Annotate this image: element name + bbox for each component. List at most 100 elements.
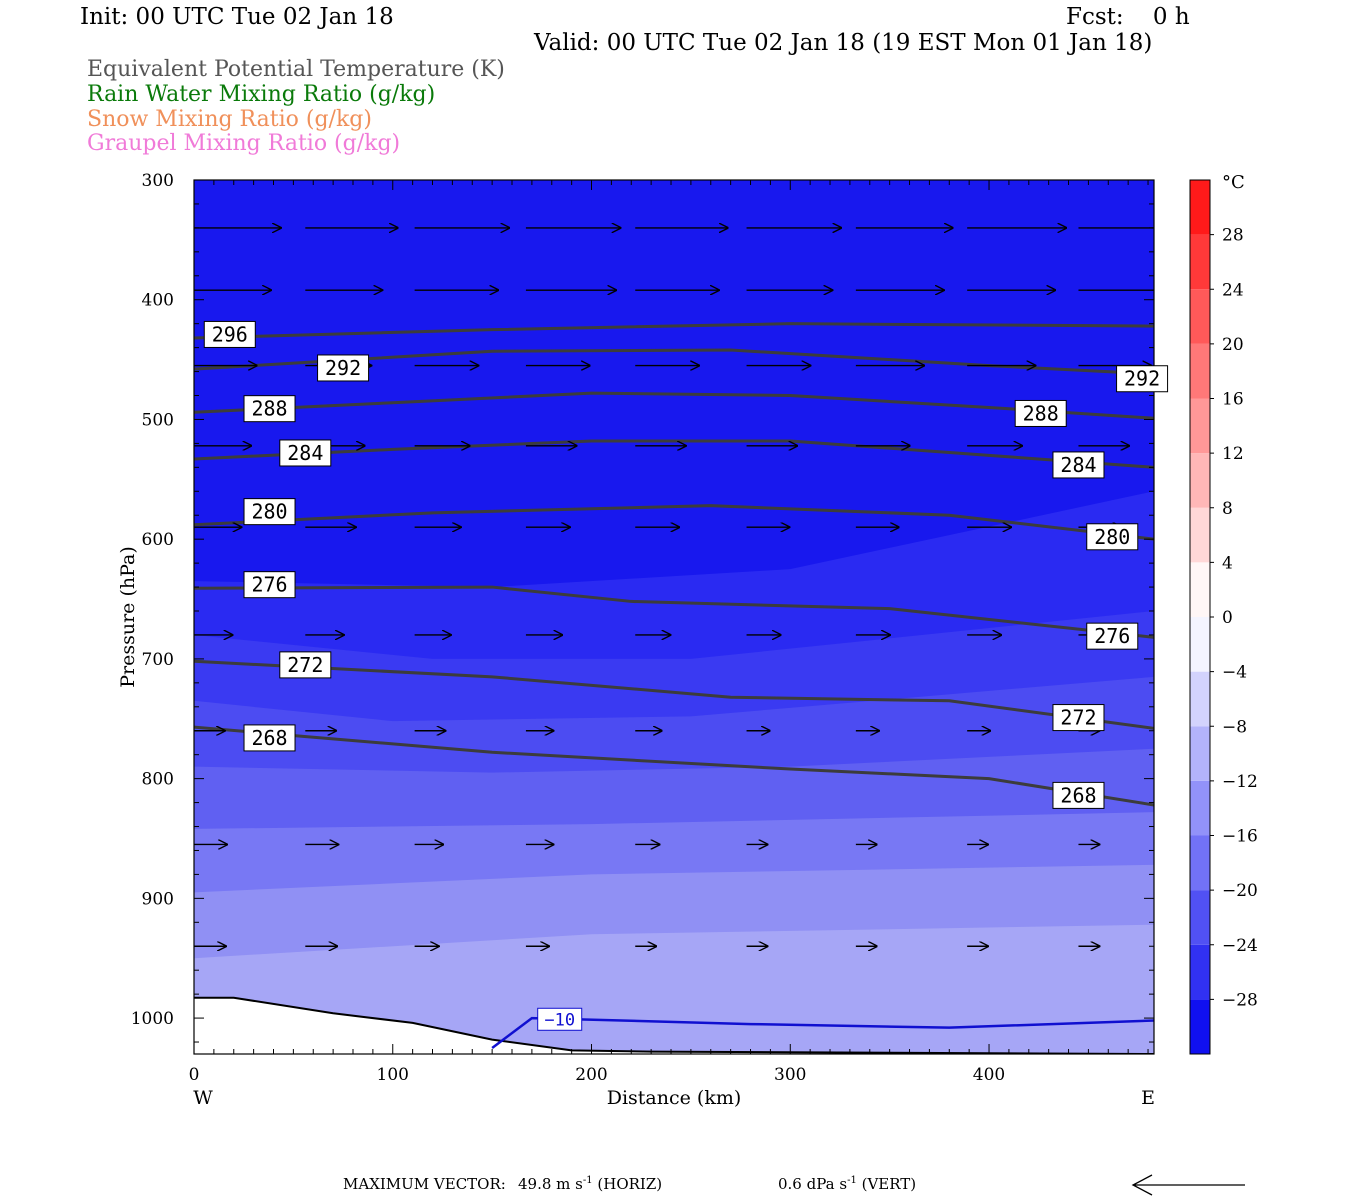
colorbar-segment bbox=[1190, 453, 1210, 508]
colorbar-tick-label: 28 bbox=[1222, 226, 1244, 246]
theta-e-label-268: 268 bbox=[1060, 783, 1096, 807]
colorbar-tick-label: −28 bbox=[1222, 990, 1258, 1010]
field-legend-snow: Snow Mixing Ratio (g/kg) bbox=[87, 107, 372, 132]
y-tick-label: 700 bbox=[142, 650, 174, 670]
theta-e-label-272-box bbox=[1052, 704, 1105, 732]
colorbar-segment bbox=[1190, 617, 1210, 672]
x-tick-label: 300 bbox=[774, 1065, 806, 1085]
y-tick-label: 1000 bbox=[131, 1009, 174, 1029]
theta-e-label-272: 272 bbox=[287, 653, 323, 677]
colorbar: 28 24 20 16 12 8 4 0 −4 −8 −12 −16 −20 −24 −28 bbox=[1189, 179, 1258, 1055]
colorbar-segment bbox=[1190, 507, 1210, 563]
colorbar-segment bbox=[1190, 835, 1210, 891]
theta-e-label-288: 288 bbox=[1023, 401, 1059, 425]
colorbar-segment bbox=[1190, 999, 1210, 1054]
theta-e-label-276: 276 bbox=[251, 573, 287, 597]
temperature-band--4 bbox=[194, 924, 1154, 1054]
field-legend-graupel: Graupel Mixing Ratio (g/kg) bbox=[87, 131, 401, 156]
horiz-unit: (HORIZ) bbox=[597, 1175, 663, 1193]
theta-e-label-284-box bbox=[1052, 451, 1105, 479]
theta-e-contour-268 bbox=[194, 725, 1154, 807]
theta-e-contour-292 bbox=[194, 348, 1154, 376]
colorbar-tick-label: −16 bbox=[1222, 827, 1258, 847]
colorbar-tick-label: 12 bbox=[1222, 444, 1244, 464]
theta-e-label-296: 296 bbox=[212, 322, 248, 346]
colorbar-segment bbox=[1190, 289, 1210, 344]
theta-e-label-280: 280 bbox=[1094, 525, 1130, 549]
colorbar-tick-label: 0 bbox=[1222, 608, 1233, 628]
colorbar-tick-label: 8 bbox=[1222, 499, 1233, 519]
max-vector-vert: 0.6 dPa s-1 (VERT) bbox=[778, 1175, 916, 1193]
theta-e-contour-272 bbox=[194, 659, 1154, 730]
theta-e-label-296-box bbox=[203, 320, 256, 348]
x-axis-label: Distance (km) bbox=[607, 1087, 742, 1109]
theta-e-label-288-box bbox=[243, 395, 296, 423]
valid-time: Valid: 00 UTC Tue 02 Jan 18 (19 EST Mon … bbox=[534, 30, 1153, 56]
theta-e-contour-296 bbox=[194, 322, 1154, 340]
theta-e-label-284: 284 bbox=[287, 441, 323, 465]
colorbar-tick-label: 4 bbox=[1222, 553, 1233, 573]
reference-vector-arrow bbox=[1131, 1174, 1245, 1196]
theta-e-label-284-box bbox=[279, 439, 332, 467]
colorbar-tick-label: 24 bbox=[1222, 280, 1244, 300]
theta-e-label-288-box bbox=[1014, 399, 1067, 427]
theta-e-contour-276 bbox=[194, 585, 1154, 639]
theta-e-label-280-box bbox=[1086, 523, 1139, 551]
theta-e-label-268-box bbox=[1052, 781, 1105, 809]
colorbar-tick-label: −20 bbox=[1222, 881, 1258, 901]
x-axis-west-label: W bbox=[193, 1087, 213, 1109]
theta-e-contour-280 bbox=[194, 504, 1154, 541]
x-tick-label: 0 bbox=[189, 1065, 200, 1085]
plot-area bbox=[194, 180, 1154, 1054]
theta-e-label-280-box bbox=[243, 498, 296, 526]
theta-e-contour-284 bbox=[194, 439, 1154, 469]
theta-e-label-292-box bbox=[317, 354, 370, 382]
theta-e-label-280: 280 bbox=[251, 500, 287, 524]
colorbar-segment bbox=[1190, 944, 1210, 1000]
temperature-contour-minus10 bbox=[491, 1016, 1154, 1050]
theta-e-label-268: 268 bbox=[251, 726, 287, 750]
terrain-line bbox=[194, 996, 1154, 1054]
vert-exponent: -1 bbox=[847, 1175, 857, 1186]
colorbar-segment bbox=[1190, 562, 1210, 617]
init-time: Init: 00 UTC Tue 02 Jan 18 bbox=[80, 4, 394, 30]
y-tick-label: 300 bbox=[142, 171, 174, 191]
horiz-exponent: -1 bbox=[582, 1175, 593, 1186]
max-vector-horiz: 49.8 m s-1 (HORIZ) bbox=[518, 1175, 662, 1193]
colorbar-segment bbox=[1190, 398, 1210, 454]
vert-unit: (VERT) bbox=[861, 1175, 917, 1193]
axes: 300 400 500 600 700 800 900 1000 0 100 200 300 400 bbox=[131, 171, 1154, 1085]
plot-frame bbox=[193, 179, 1155, 1055]
colorbar-unit: °C bbox=[1222, 172, 1245, 193]
y-tick-label: 900 bbox=[142, 889, 174, 909]
y-tick-label: 800 bbox=[142, 770, 174, 790]
colorbar-segment bbox=[1190, 780, 1210, 836]
colorbar-tick-label: −4 bbox=[1222, 663, 1247, 683]
colorbar-segment bbox=[1190, 671, 1210, 727]
field-legend-rain: Rain Water Mixing Ratio (g/kg) bbox=[87, 82, 436, 107]
colorbar-segment bbox=[1190, 343, 1210, 399]
terrain-fill bbox=[194, 997, 1154, 1054]
forecast-hour: Fcst: 0 h bbox=[1066, 4, 1190, 30]
theta-e-label-276: 276 bbox=[1094, 624, 1130, 648]
y-tick-label: 500 bbox=[142, 410, 174, 430]
colorbar-tick-label: 20 bbox=[1222, 335, 1244, 355]
x-axis-east-label: E bbox=[1141, 1087, 1155, 1109]
y-tick-label: 600 bbox=[142, 530, 174, 550]
colorbar-tick-label: −12 bbox=[1222, 772, 1258, 792]
y-tick-label: 400 bbox=[142, 291, 174, 311]
theta-e-label-284: 284 bbox=[1060, 453, 1096, 477]
theta-e-label-292-box bbox=[1116, 365, 1169, 393]
max-vector-label: MAXIMUM VECTOR: bbox=[343, 1175, 506, 1193]
theta-e-label-288: 288 bbox=[251, 397, 287, 421]
temperature-contour-label: −10 bbox=[544, 1010, 575, 1030]
colorbar-tick-label: −24 bbox=[1222, 936, 1258, 956]
theta-e-label-276-box bbox=[1086, 622, 1139, 650]
theta-e-label-272: 272 bbox=[1060, 706, 1096, 730]
field-legend-theta-e: Equivalent Potential Temperature (K) bbox=[87, 57, 505, 82]
colorbar-segment bbox=[1190, 890, 1210, 945]
theta-e-label-272-box bbox=[279, 651, 332, 679]
theta-e-label-292: 292 bbox=[1124, 367, 1160, 391]
temp-label-box bbox=[537, 1007, 583, 1031]
